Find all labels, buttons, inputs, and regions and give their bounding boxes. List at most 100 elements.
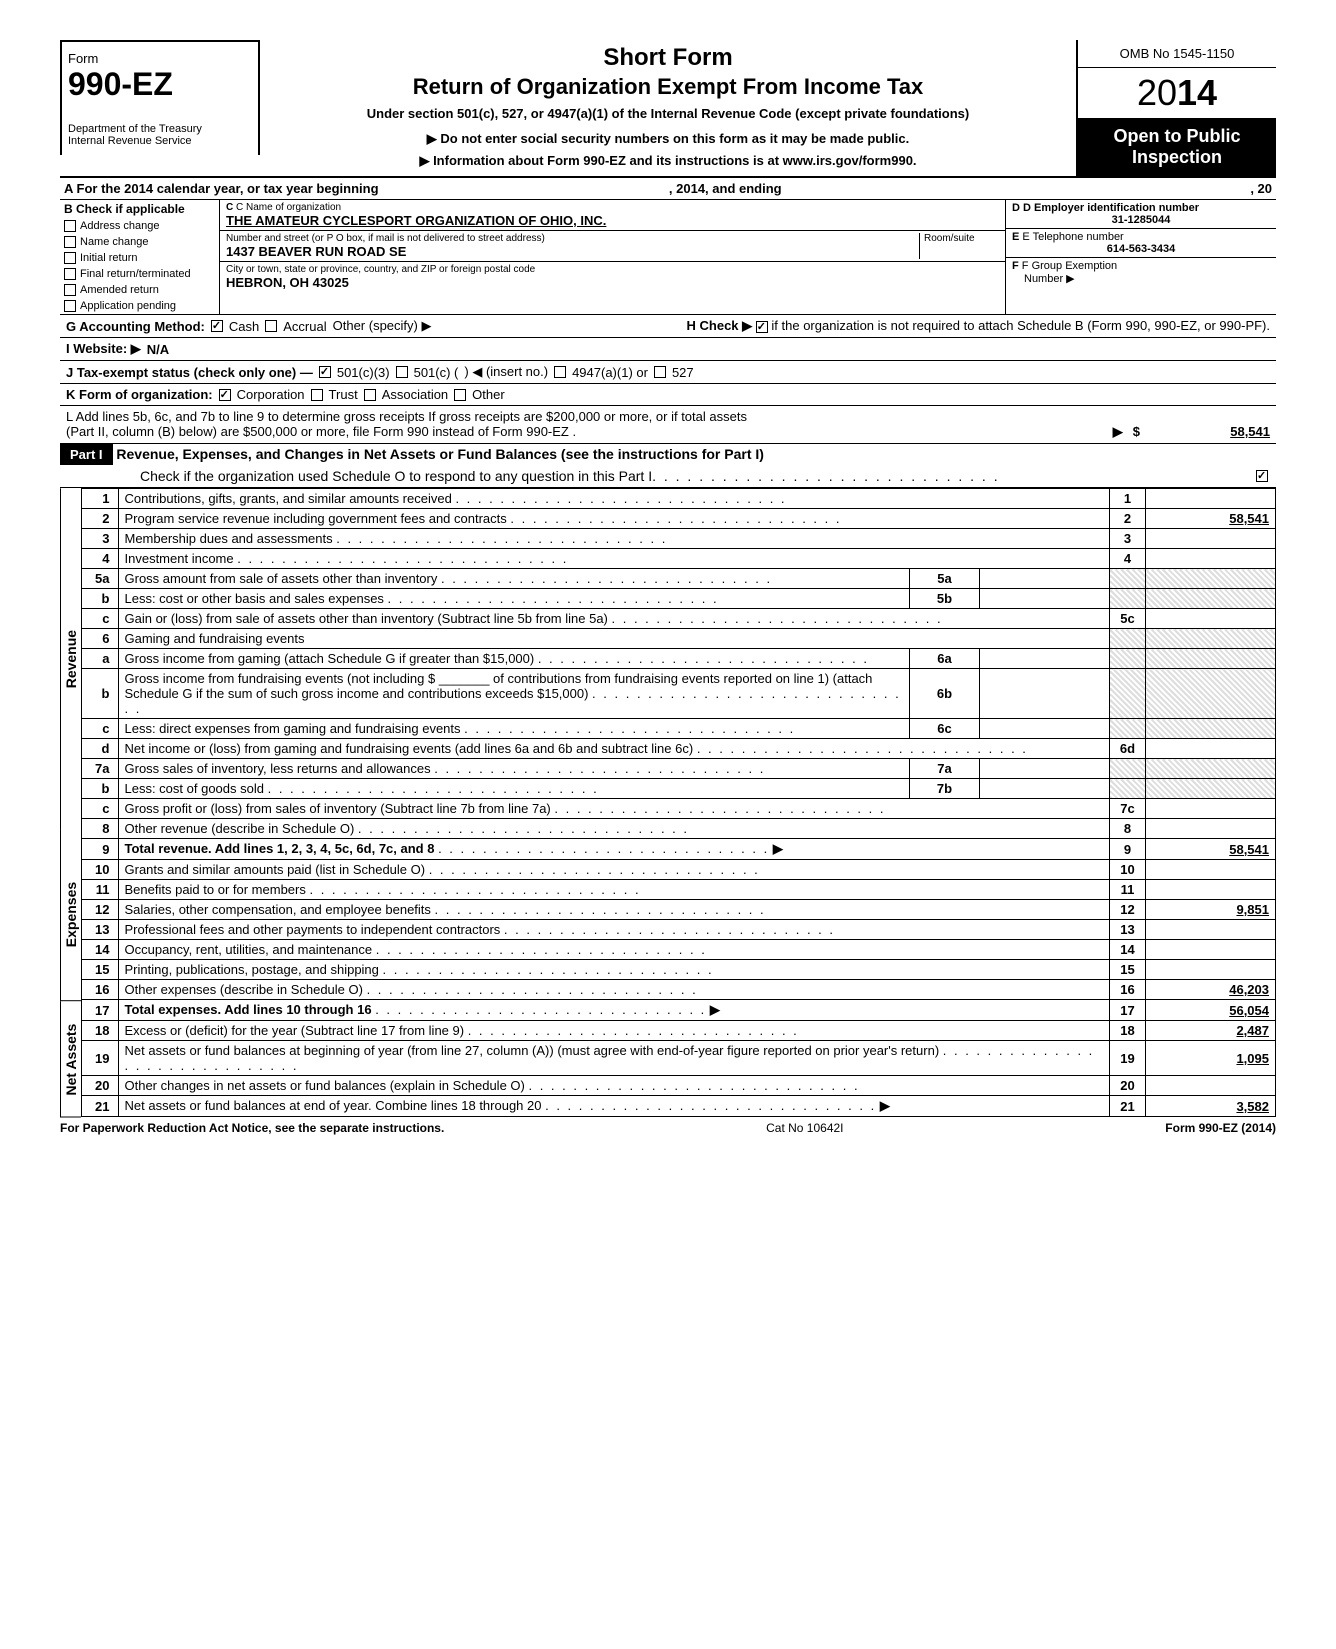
addr-row: Number and street (or P O box, if mail i… (220, 231, 1005, 262)
line-desc: Less: cost of goods sold (118, 779, 910, 799)
line-desc: Gaming and fundraising events (118, 629, 1110, 649)
501c-checkbox[interactable] (396, 366, 408, 378)
line-21: 21Net assets or fund balances at end of … (82, 1096, 1276, 1117)
line-num: 20 (82, 1076, 118, 1096)
right-info: D D Employer identification number 31-12… (1006, 200, 1276, 314)
line-5a: 5aGross amount from sale of assets other… (82, 569, 1276, 589)
group-label: F F Group Exemption (1012, 260, 1270, 272)
l-text2: (Part II, column (B) below) are $500,000… (66, 424, 576, 439)
line-numcol: 7c (1110, 799, 1146, 819)
line-value (1146, 1076, 1276, 1096)
val-shaded (1146, 589, 1276, 609)
line-num: c (82, 719, 118, 739)
ein-label: D D Employer identification number (1012, 202, 1270, 214)
line-num: 9 (82, 839, 118, 860)
dept-treasury: Department of the Treasury (68, 103, 252, 135)
line-desc: Other expenses (describe in Schedule O) (118, 980, 1110, 1000)
other-org-checkbox[interactable] (454, 389, 466, 401)
footer: For Paperwork Reduction Act Notice, see … (60, 1117, 1276, 1135)
line-14: 14Occupancy, rent, utilities, and mainte… (82, 940, 1276, 960)
line-numcol: 12 (1110, 900, 1146, 920)
num-shaded (1110, 759, 1146, 779)
501c3-checkbox[interactable] (319, 366, 331, 378)
revenue-label: Revenue (60, 488, 81, 829)
checkbox-icon[interactable] (64, 252, 76, 264)
line-numcol: 5c (1110, 609, 1146, 629)
sub-val (980, 569, 1110, 589)
line-desc: Benefits paid to or for members (118, 880, 1110, 900)
ein-value: 31-1285044 (1012, 214, 1270, 226)
line-desc: Net assets or fund balances at beginning… (118, 1041, 1110, 1076)
line-11: 11Benefits paid to or for members 11 (82, 880, 1276, 900)
501c-label: 501(c) ( (414, 365, 459, 380)
room-label: Room/suite (924, 233, 999, 244)
line-num: 12 (82, 900, 118, 920)
line-value (1146, 860, 1276, 880)
check-label: Initial return (80, 252, 137, 264)
check-amended-return: Amended return (60, 282, 219, 298)
line-num: 3 (82, 529, 118, 549)
form-id-box: Form 990-EZ Department of the Treasury I… (60, 40, 260, 155)
line-value (1146, 960, 1276, 980)
group-number: Number ▶ (1012, 272, 1270, 285)
check-final-return-terminated: Final return/terminated (60, 266, 219, 282)
schedule-o-checkbox[interactable] (1256, 470, 1268, 482)
line-num: 11 (82, 880, 118, 900)
check-address-change: Address change (60, 218, 219, 234)
cash-checkbox[interactable] (211, 320, 223, 332)
line-value (1146, 739, 1276, 759)
assoc-checkbox[interactable] (364, 389, 376, 401)
line-numcol: 15 (1110, 960, 1146, 980)
line-value: 58,541 (1146, 509, 1276, 529)
section-a: A For the 2014 calendar year, or tax yea… (60, 178, 1276, 200)
website-value: N/A (147, 342, 169, 357)
footer-right: Form 990-EZ (2014) (1165, 1121, 1276, 1135)
line-c: cLess: direct expenses from gaming and f… (82, 719, 1276, 739)
line-13: 13Professional fees and other payments t… (82, 920, 1276, 940)
check-label: Final return/terminated (80, 268, 191, 280)
line-num: 15 (82, 960, 118, 980)
line-num: 13 (82, 920, 118, 940)
phone-value: 614-563-3434 (1012, 243, 1270, 255)
checkbox-icon[interactable] (64, 220, 76, 232)
527-checkbox[interactable] (654, 366, 666, 378)
line-desc: Salaries, other compensation, and employ… (118, 900, 1110, 920)
line-desc: Gross income from fundraising events (no… (118, 669, 910, 719)
other-org-label: Other (472, 387, 505, 402)
title-main: Short Form (268, 44, 1068, 72)
check-label: Application pending (80, 300, 176, 312)
line-value (1146, 920, 1276, 940)
line-desc: Grants and similar amounts paid (list in… (118, 860, 1110, 880)
sub-num: 5a (910, 569, 980, 589)
form-990ez: Form 990-EZ Department of the Treasury I… (60, 40, 1276, 1135)
num-shaded (1110, 649, 1146, 669)
line-num: 6 (82, 629, 118, 649)
4947-checkbox[interactable] (554, 366, 566, 378)
corp-checkbox[interactable] (219, 389, 231, 401)
accrual-checkbox[interactable] (265, 320, 277, 332)
trust-checkbox[interactable] (311, 389, 323, 401)
line-num: 18 (82, 1021, 118, 1041)
corp-label: Corporation (237, 387, 305, 402)
checkbox-icon[interactable] (64, 236, 76, 248)
row-j: J Tax-exempt status (check only one) — 5… (60, 361, 1276, 384)
line-numcol: 4 (1110, 549, 1146, 569)
line-value: 1,095 (1146, 1041, 1276, 1076)
line-desc: Contributions, gifts, grants, and simila… (118, 489, 1110, 509)
line-value (1146, 489, 1276, 509)
line-desc: Membership dues and assessments (118, 529, 1110, 549)
val-shaded (1146, 759, 1276, 779)
checkbox-icon[interactable] (64, 268, 76, 280)
schedule-b-checkbox[interactable] (756, 321, 768, 333)
checkbox-icon[interactable] (64, 284, 76, 296)
checkbox-icon[interactable] (64, 300, 76, 312)
form-label: Form (68, 51, 98, 66)
gross-receipts: 58,541 (1140, 424, 1270, 439)
sub-val (980, 779, 1110, 799)
title-sub: Return of Organization Exempt From Incom… (268, 74, 1068, 100)
check-initial-return: Initial return (60, 250, 219, 266)
sub-val (980, 669, 1110, 719)
section-a-end: , 20 (1072, 181, 1272, 196)
sub-val (980, 719, 1110, 739)
line-value: 56,054 (1146, 1000, 1276, 1021)
